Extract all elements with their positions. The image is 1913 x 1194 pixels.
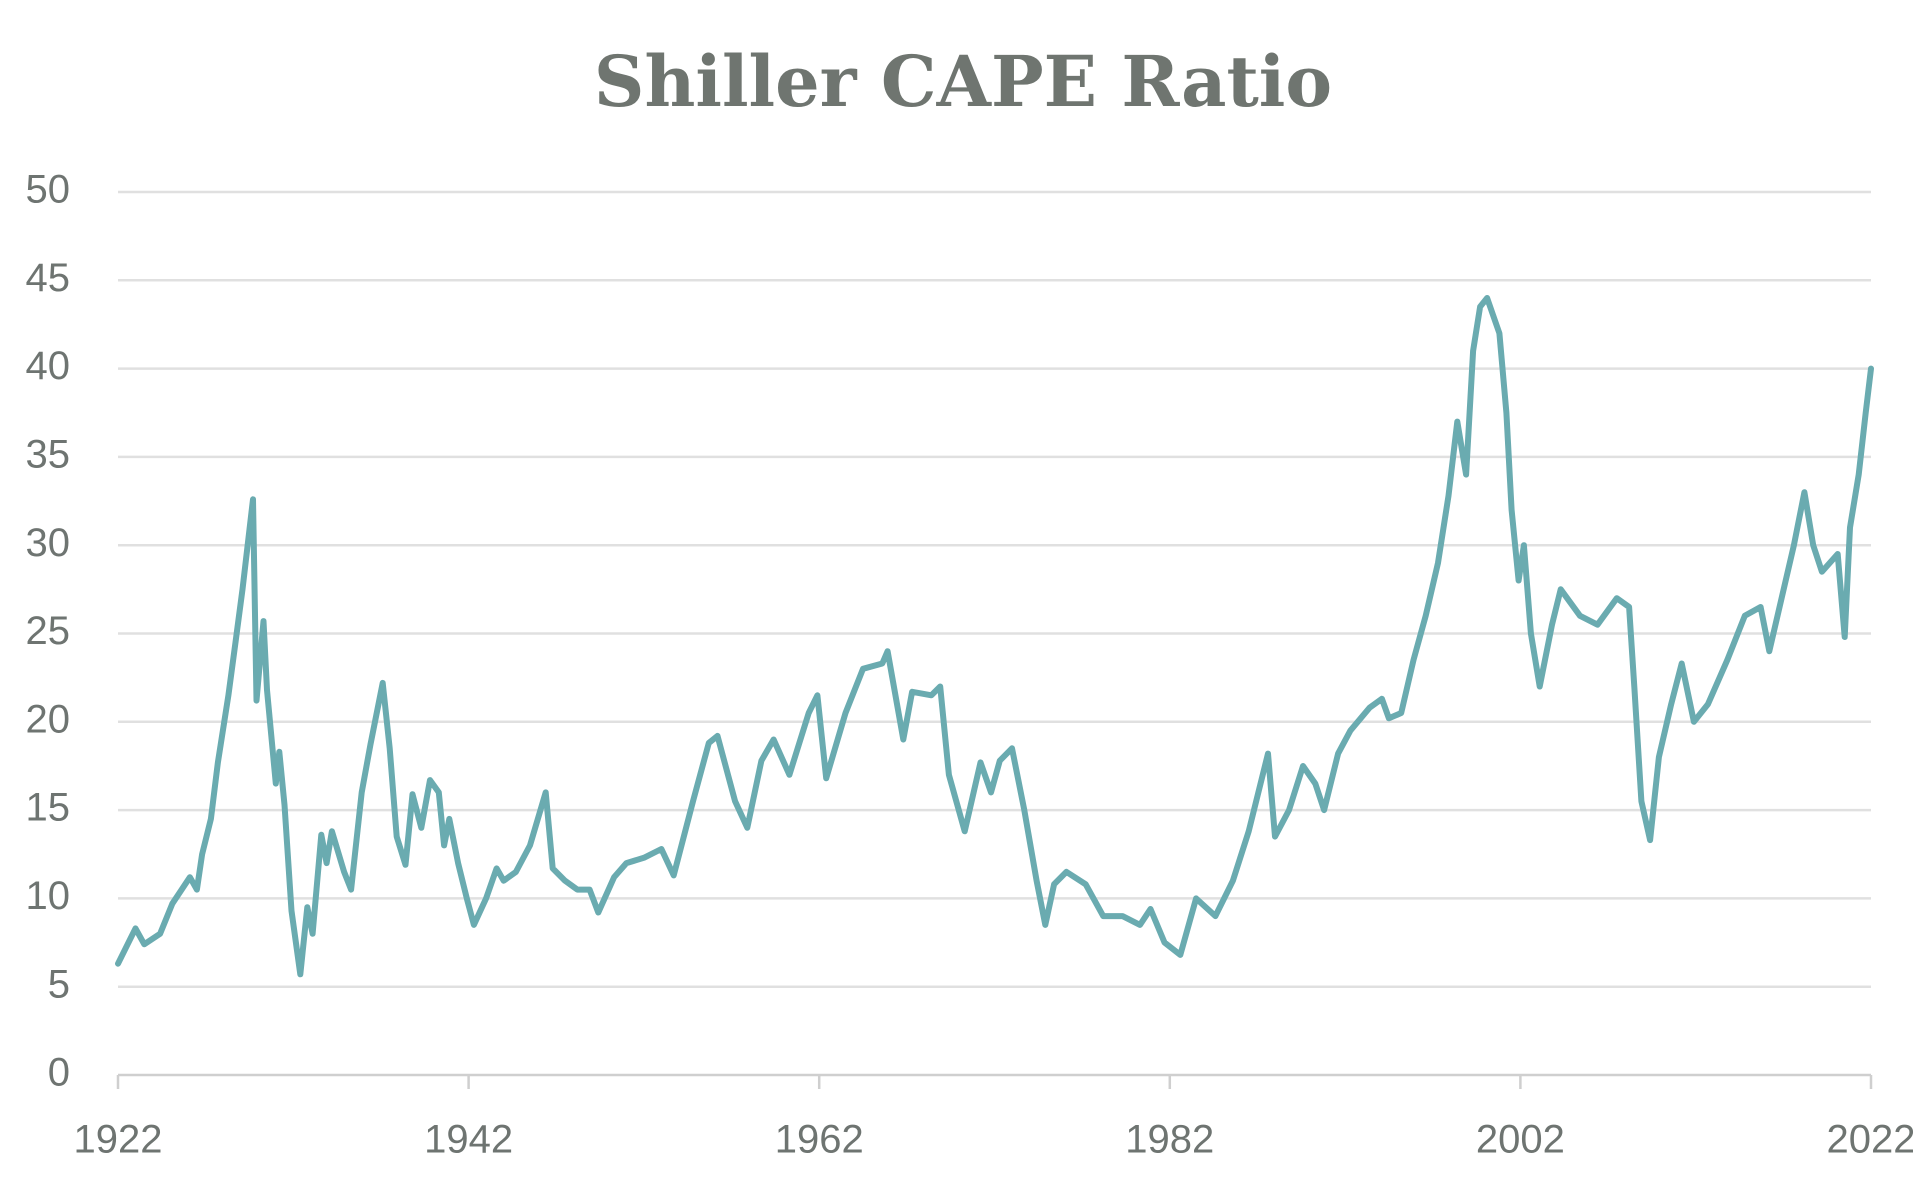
x-tick-label: 2002 xyxy=(1476,1118,1565,1162)
y-tick-label: 20 xyxy=(26,697,71,741)
x-tick-label: 1982 xyxy=(1125,1118,1214,1162)
y-tick-label: 35 xyxy=(26,432,71,476)
y-tick-label: 0 xyxy=(48,1051,70,1095)
y-tick-label: 25 xyxy=(26,609,71,653)
y-tick-label: 5 xyxy=(48,962,70,1006)
line xyxy=(115,295,1874,978)
y-tick-label: 40 xyxy=(26,344,71,388)
y-tick-label: 10 xyxy=(26,874,71,918)
y-tick-label: 45 xyxy=(26,256,71,300)
y-tick-label: 30 xyxy=(26,521,71,565)
x-tick-label: 2022 xyxy=(1827,1118,1913,1162)
y-tick-label: 15 xyxy=(26,786,71,830)
x-tick-label: 1942 xyxy=(424,1118,513,1162)
y-tick-label: 50 xyxy=(26,168,71,212)
chart-title: Shiller CAPE Ratio xyxy=(594,40,1332,123)
x-tick-label: 1922 xyxy=(74,1118,163,1162)
x-tick-label: 1962 xyxy=(775,1118,864,1162)
